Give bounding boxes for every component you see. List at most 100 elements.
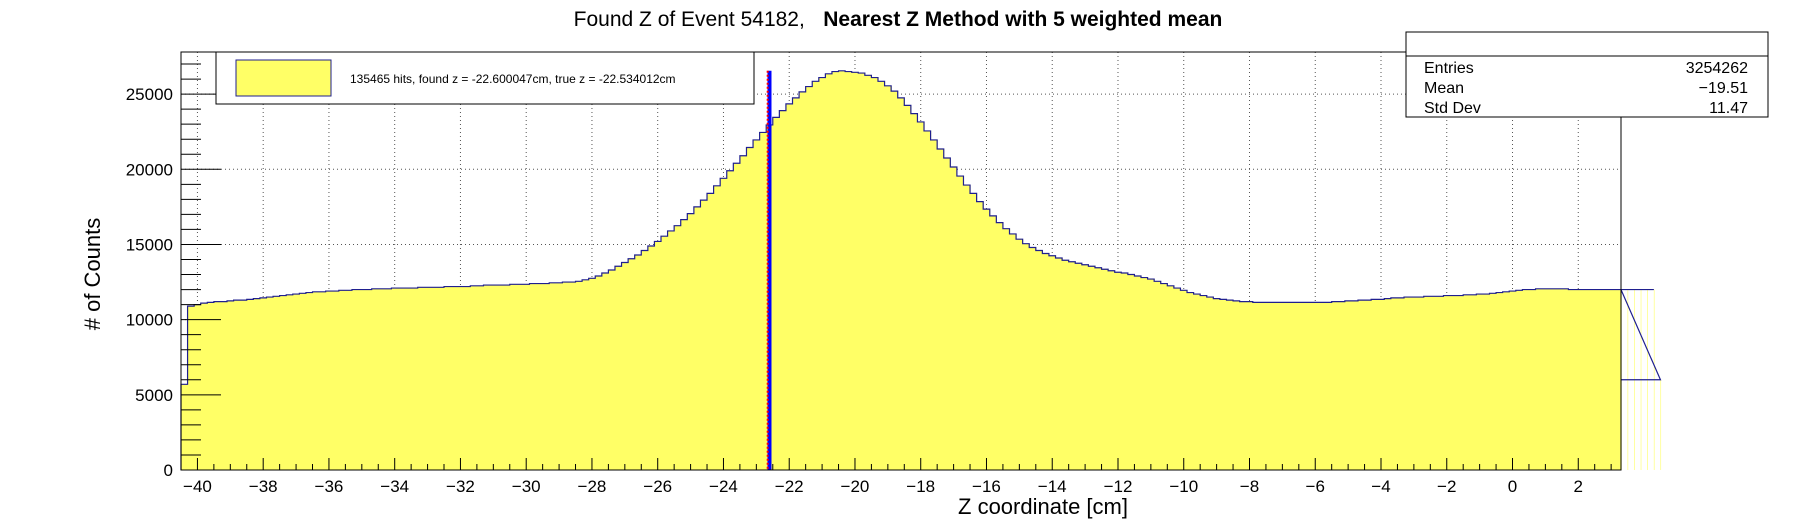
histogram-bin <box>582 279 590 470</box>
histogram-bin <box>950 167 958 470</box>
y-tick-label: 10000 <box>126 311 173 330</box>
stats-box-frame <box>1405 31 1769 118</box>
y-axis: 0 5000 10000 15000 20000 25000 <box>126 63 221 480</box>
histogram-bin <box>378 288 386 470</box>
chart-title-prefix: Found Z of Event 54182, <box>574 8 805 31</box>
histogram-bin <box>1371 299 1379 470</box>
histogram-bin <box>259 297 268 470</box>
legend-swatch <box>235 59 332 97</box>
histogram-bin <box>680 219 688 470</box>
histogram-bin <box>871 77 879 470</box>
histogram-bin <box>1607 289 1616 470</box>
histogram-bin <box>1528 289 1537 470</box>
histogram-bin <box>273 296 281 470</box>
chart-title: Found Z of Event 54182, Nearest Z Method… <box>574 8 1223 31</box>
histogram-bin <box>667 230 675 470</box>
stats-entries-name: Entries <box>1424 60 1474 77</box>
histogram-bin <box>1193 294 1201 470</box>
histogram-bin <box>963 185 971 470</box>
x-tick-label: −38 <box>249 477 278 496</box>
histogram-bin <box>661 236 669 470</box>
histogram-bin <box>1522 289 1530 470</box>
x-tick-label: −18 <box>906 477 935 496</box>
histogram-bin <box>1147 279 1155 470</box>
histogram-bin <box>1325 302 1333 470</box>
histogram-bin <box>213 301 222 470</box>
histogram-bin <box>338 290 346 470</box>
histogram-bin <box>490 285 498 470</box>
histogram-bin <box>1548 288 1556 470</box>
y-tick-label: 15000 <box>126 235 173 254</box>
histogram-bin <box>325 291 333 470</box>
histogram-bin <box>864 75 873 470</box>
histogram-bin <box>877 81 886 471</box>
histogram-bin <box>1331 301 1339 470</box>
histogram-bin <box>444 286 452 470</box>
histogram-bin <box>522 284 531 470</box>
histogram-bin <box>1515 290 1523 470</box>
histogram-bin <box>470 285 478 470</box>
histogram-bin <box>713 185 721 471</box>
histogram-bin <box>588 278 596 470</box>
histogram-bin <box>1614 289 1622 470</box>
histogram-bin <box>1285 302 1293 470</box>
histogram-bin <box>1173 288 1182 470</box>
histogram-bin <box>483 285 491 470</box>
histogram-bin <box>194 304 202 470</box>
histogram-bin <box>1581 289 1589 470</box>
histogram-bin <box>279 295 287 470</box>
histogram-bin <box>1443 295 1451 470</box>
histogram-bin <box>1127 274 1136 470</box>
histogram-outline <box>180 70 1662 470</box>
histogram-bin <box>1108 270 1116 470</box>
histogram-bin <box>641 250 649 470</box>
histogram-bin <box>411 288 419 470</box>
histogram-bin <box>1075 263 1083 470</box>
x-tick-label: −22 <box>775 477 804 496</box>
stats-mean-value: −19.51 <box>1699 80 1748 97</box>
histogram-bin <box>1476 294 1484 470</box>
histogram-bin <box>240 300 248 470</box>
stats-stddev-value: 11.47 <box>1709 100 1748 117</box>
legend-label: 135465 hits, found z = -22.600047cm, tru… <box>350 72 676 86</box>
histogram-bin <box>904 105 912 471</box>
histogram-bin <box>1555 288 1563 470</box>
histogram-bin <box>1660 379 1662 470</box>
histogram-bin <box>200 303 208 470</box>
histogram-bin <box>858 73 866 471</box>
x-tick-label: −40 <box>183 477 212 496</box>
histogram-bin <box>720 178 728 470</box>
histogram-bin <box>450 286 458 470</box>
histogram-bin <box>1594 289 1602 470</box>
histogram-bin <box>391 288 399 470</box>
y-tick-label: 20000 <box>126 160 173 179</box>
histogram-bin <box>956 176 965 471</box>
histogram-bin <box>1397 297 1405 470</box>
y-tick-label: 0 <box>164 461 173 480</box>
histogram-bin <box>924 130 932 470</box>
x-tick-label: −20 <box>841 477 870 496</box>
histogram-bin <box>1180 290 1188 470</box>
histogram-bin <box>1542 288 1550 470</box>
histogram-bin <box>220 301 228 470</box>
histogram-bin <box>1081 264 1089 470</box>
histogram-bin <box>943 158 951 470</box>
histogram-bin <box>884 85 892 470</box>
x-tick-label: −24 <box>709 477 738 496</box>
histogram-bin <box>608 270 616 470</box>
histogram-bin <box>785 103 794 471</box>
histogram-bin <box>818 77 826 470</box>
histogram-bin <box>634 254 642 470</box>
histogram-bin <box>299 293 307 470</box>
histogram-bin <box>246 299 254 470</box>
histogram-bin <box>1002 228 1011 470</box>
histogram-bin <box>693 206 702 471</box>
histogram-bin <box>1141 277 1149 470</box>
histogram-bin <box>404 288 412 470</box>
x-tick-label: −30 <box>512 477 541 496</box>
y-tick-label: 5000 <box>135 386 173 405</box>
histogram-bin <box>812 81 820 471</box>
histogram-bin <box>384 288 393 470</box>
histogram-bin <box>937 148 945 471</box>
